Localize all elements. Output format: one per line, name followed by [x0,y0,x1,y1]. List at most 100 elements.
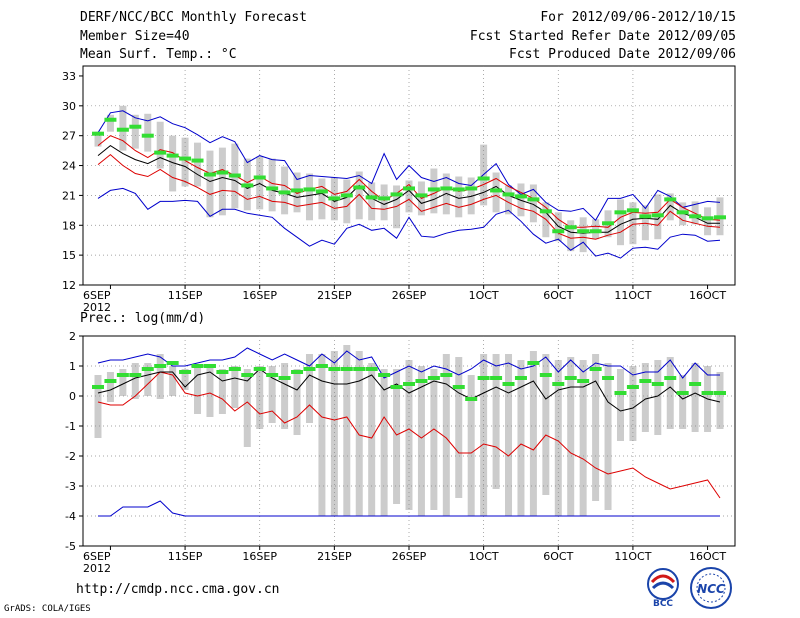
prec-x-tick-label: 21SEP [317,550,352,563]
temp-y-tick-label: 27 [62,130,76,143]
temp-box [343,179,351,224]
temp-box [305,173,313,221]
temp-median-mark [589,229,602,234]
temp-x-tick-label: 11OCT [614,289,651,302]
temp-median-mark [552,229,565,234]
prec-box [679,375,687,429]
prec-box [243,369,251,447]
prec-box [641,363,649,432]
temp-median-mark [291,188,304,193]
prec-box [144,363,152,396]
temp-x-tick-label: 16SEP [242,289,277,302]
temp-x-tick-label: 11SEP [168,289,203,302]
temp-box [616,199,624,246]
prec-median-mark [490,376,503,380]
temp-box [144,113,152,152]
temp-median-mark [315,189,328,194]
temp-box [666,193,674,221]
prec-box [554,360,562,516]
temp-median-mark [241,183,254,188]
temp-median-mark [415,193,428,198]
temp-y-tick-label: 18 [62,219,76,232]
temp-box [206,150,214,218]
temp-y-tick-label: 12 [62,279,76,292]
prec-x-tick-label: 16OCT [689,550,726,563]
temp-median-mark [191,158,204,163]
temp-median-mark [353,185,366,190]
bcc-logo: BCC [647,568,679,608]
temp-median-mark [129,124,142,129]
prec-median-mark [154,364,167,368]
prec-box [567,357,575,516]
prec-box [318,354,326,516]
temp-box [268,158,276,212]
temp-median-mark [626,208,639,213]
prec-median-mark [440,373,453,377]
prec-y-tick-label: 2 [69,330,76,343]
temp-median-mark [564,225,577,230]
prec-box [455,357,463,498]
temp-y-tick-label: 21 [62,189,76,202]
temp-median-mark [116,127,129,132]
precip-label: Prec.: log(mm/d) [80,311,206,326]
temp-median-mark [527,197,540,202]
prec-box [492,354,500,489]
temp-median-mark [502,192,515,197]
temp-box [218,147,226,216]
temp-box [318,178,326,220]
prec-x-tick-label: 11SEP [168,550,203,563]
temp-median-mark [539,209,552,214]
bcc-logo-label: BCC [653,599,673,608]
prec-y-tick-label: -4 [65,510,76,523]
prec-median-mark [278,376,291,380]
temp-median-mark [514,194,527,199]
prec-median-mark [303,367,316,371]
prec-box [604,363,612,510]
temp-median-mark [465,186,478,191]
temp-box [380,184,388,221]
prec-box [467,375,475,516]
prec-y-tick-label: -5 [65,540,76,553]
temp-median-mark [378,196,391,201]
prec-mean-line [97,368,721,412]
variable-label: Mean Surf. Temp.: °C [80,47,237,62]
temp-median-mark [490,188,503,193]
temp-median-mark [278,190,291,195]
temp-x-tick-label: 26SEP [392,289,427,302]
prec-box [592,354,600,501]
prec-floor-line [98,500,720,517]
prec-x-tick-label: 6OCT [543,550,573,563]
prec-box [94,375,102,438]
prec-box [169,366,177,396]
temp-median-mark [203,172,216,177]
prec-box [293,369,301,435]
prec-box [268,366,276,423]
temp-box [641,205,649,241]
temp-median-mark [216,170,229,175]
footer-url[interactable]: http://cmdp.ncc.cma.gov.cn [76,582,280,597]
temp-median-mark [577,229,590,234]
temp-median-mark [253,175,266,180]
prec-median-mark [714,391,726,395]
prec-box [106,372,114,402]
temp-median-mark [390,192,403,197]
temp-box [567,220,575,252]
temp-box [505,185,513,215]
prec-box [480,354,488,516]
prec-y-tick-label: -1 [65,420,76,433]
prec-median-mark [129,373,142,377]
prec-box [218,369,226,414]
prec-median-mark [179,370,192,374]
temp-median-mark [328,196,341,201]
prec-y-tick-label: -2 [65,450,76,463]
temp-box [194,142,202,187]
temp-ensemble-top-line [97,110,721,222]
temp-ensemble-max-line [97,187,721,259]
prec-box [393,369,401,504]
prec-median-mark [216,370,229,374]
temp-median-mark [676,210,689,215]
prec-median-mark [477,376,490,380]
prec-box [119,369,127,396]
prec-median-mark [266,373,279,377]
temp-median-mark [340,193,353,198]
